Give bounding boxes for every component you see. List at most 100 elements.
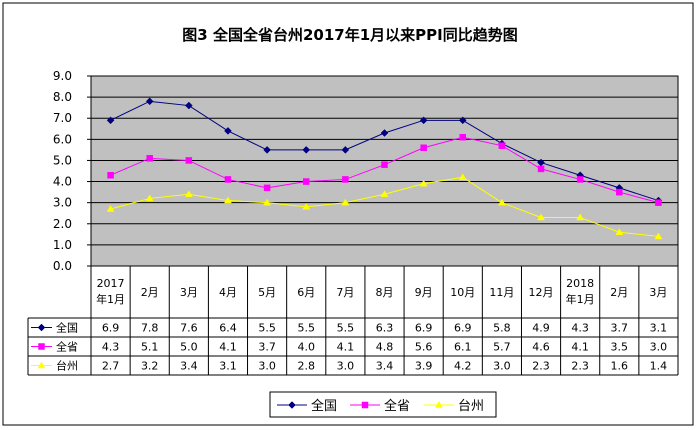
data-point [184, 190, 193, 197]
data-label: 4.6 [532, 341, 550, 354]
data-point [576, 176, 584, 183]
legend-label: 全省 [384, 398, 410, 414]
data-point [146, 155, 153, 162]
data-label: 5.5 [297, 322, 315, 335]
data-label: 4.0 [297, 341, 315, 354]
data-point [458, 116, 467, 125]
category-label: 8月 [376, 286, 394, 299]
category-label: 2月 [141, 286, 159, 299]
data-label: 3.7 [611, 322, 629, 335]
data-label: 3.1 [650, 322, 668, 335]
table-key-marker [38, 343, 45, 350]
data-label: 2.3 [571, 360, 589, 373]
data-point [341, 198, 350, 206]
data-label: 6.9 [454, 322, 472, 335]
y-tick-label: 7.0 [53, 111, 72, 125]
category-label: 12月 [529, 286, 554, 299]
category-label: 2月 [610, 286, 628, 299]
data-point [263, 184, 271, 192]
data-label: 5.5 [258, 322, 276, 335]
data-point [576, 213, 585, 221]
table-series-name: 全国 [56, 321, 78, 335]
data-point [459, 133, 467, 141]
data-label: 6.4 [219, 322, 237, 335]
y-axis: 0.0 1.0 2.0 3.0 4.0 5.0 6.0 7.0 8.0 9.0 [53, 69, 91, 273]
legend-marker [435, 401, 443, 408]
legend-marker [361, 401, 369, 409]
data-point [302, 202, 311, 210]
category-label: 2018 [566, 277, 594, 290]
data-label: 5.6 [415, 341, 433, 354]
data-point [341, 146, 350, 154]
data-point [498, 142, 506, 149]
data-label: 3.0 [493, 360, 511, 373]
data-point [537, 165, 545, 173]
data-label: 4.1 [219, 341, 237, 354]
data-label: 3.0 [258, 360, 276, 373]
data-label: 3.7 [258, 341, 276, 354]
category-label: 9月 [415, 286, 433, 299]
data-label: 6.1 [454, 341, 472, 354]
data-point [145, 97, 154, 106]
data-label: 6.9 [415, 322, 433, 335]
data-point [420, 144, 427, 152]
data-label: 5.1 [141, 341, 159, 354]
data-label: 5.0 [180, 341, 198, 354]
table-series-name: 台州 [56, 359, 78, 373]
data-label: 4.2 [454, 360, 472, 373]
data-label: 3.0 [650, 341, 668, 354]
category-label: 3月 [649, 286, 667, 299]
series-lines [106, 97, 663, 240]
data-point [655, 199, 662, 206]
data-label: 3.4 [376, 360, 394, 373]
data-label: 7.8 [141, 322, 159, 335]
data-point [654, 232, 663, 240]
data-point [106, 205, 115, 212]
data-point [224, 127, 232, 135]
data-label: 3.9 [415, 360, 433, 373]
data-label: 5.8 [493, 322, 511, 335]
data-label: 3.0 [337, 360, 355, 373]
data-point [302, 146, 311, 154]
data-point [184, 101, 193, 110]
data-label: 4.8 [376, 341, 394, 354]
data-label: 4.9 [532, 322, 550, 335]
y-tick-label: 4.0 [53, 175, 72, 189]
category-label: 7月 [336, 286, 354, 299]
data-label: 4.1 [571, 341, 589, 354]
data-label: 5.7 [493, 341, 511, 354]
y-tick-label: 5.0 [53, 153, 72, 167]
data-point [380, 129, 389, 137]
data-label: 4.1 [337, 341, 355, 354]
legend-box [269, 391, 497, 418]
y-tick-label: 0.0 [53, 259, 72, 273]
data-label: 7.6 [180, 322, 198, 335]
data-label: 4.3 [571, 322, 589, 335]
category-label: 6月 [297, 286, 315, 299]
data-label: 4.3 [102, 341, 120, 354]
legend-label: 台州 [458, 399, 484, 414]
chart-title: 图3 全国全省台州2017年1月以来PPI同比趋势图 [182, 26, 517, 44]
legend-label: 全国 [311, 398, 337, 414]
data-label: 1.4 [650, 360, 668, 373]
data-label: 5.5 [337, 322, 355, 335]
y-tick-label: 9.0 [53, 69, 72, 83]
data-label: 6.9 [102, 322, 120, 335]
y-tick-label: 6.0 [53, 132, 72, 146]
data-point [224, 176, 232, 183]
data-point [615, 228, 624, 235]
data-point [224, 196, 232, 204]
category-label: 11月 [489, 286, 514, 299]
category-label: 5月 [258, 286, 276, 299]
data-point [263, 198, 272, 206]
y-tick-label: 3.0 [53, 196, 72, 210]
data-point [381, 161, 388, 168]
table-key-marker [37, 361, 46, 369]
data-point [497, 198, 506, 206]
table-series-name: 全省 [56, 340, 78, 354]
data-label: 3.2 [141, 360, 159, 373]
data-point [616, 188, 623, 196]
data-point [185, 157, 193, 164]
data-label: 3.4 [180, 360, 198, 373]
